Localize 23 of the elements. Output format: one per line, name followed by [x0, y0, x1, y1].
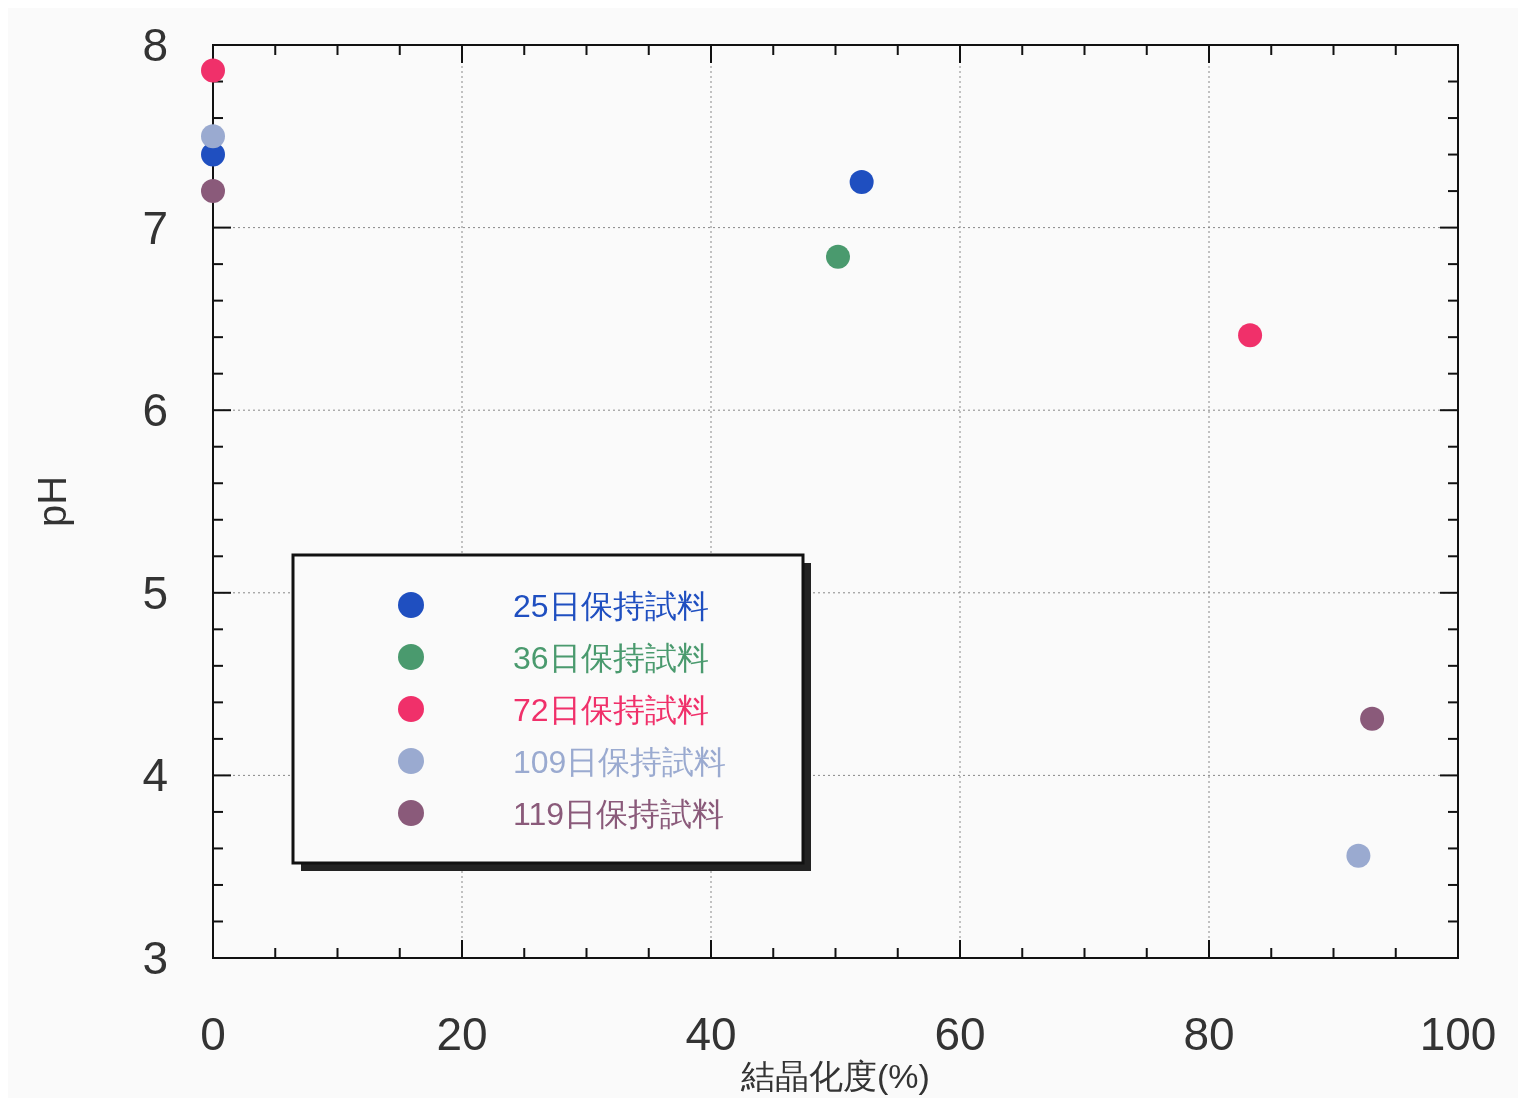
- y-axis-title: pH: [30, 475, 74, 528]
- y-tick-label: 3: [142, 932, 168, 984]
- x-tick-label: 20: [436, 1008, 488, 1060]
- point: [1360, 706, 1385, 731]
- legend: 25日保持試料 36日保持試料 72日保持試料 109日保持試料 119日保持試料: [291, 553, 811, 871]
- x-tick-label: 0: [200, 1008, 226, 1060]
- x-tick-label: 80: [1183, 1008, 1235, 1060]
- point: [1238, 323, 1263, 348]
- y-tick-label: 7: [142, 201, 168, 254]
- point: [201, 124, 225, 149]
- point: [201, 179, 225, 204]
- point: [201, 58, 225, 83]
- x-tick-label: 60: [934, 1008, 986, 1060]
- x-tick-label: 100: [1419, 1008, 1497, 1060]
- y-tick-label: 4: [142, 749, 168, 802]
- point: [1346, 843, 1371, 868]
- y-tick-label: 6: [142, 384, 168, 437]
- x-tick-label: 40: [685, 1008, 737, 1060]
- x-axis-title: 結晶化度(%): [740, 1057, 930, 1095]
- point: [849, 169, 874, 194]
- y-tick-label: 5: [142, 566, 168, 619]
- point: [825, 244, 850, 269]
- y-tick-label: 8: [142, 19, 168, 71]
